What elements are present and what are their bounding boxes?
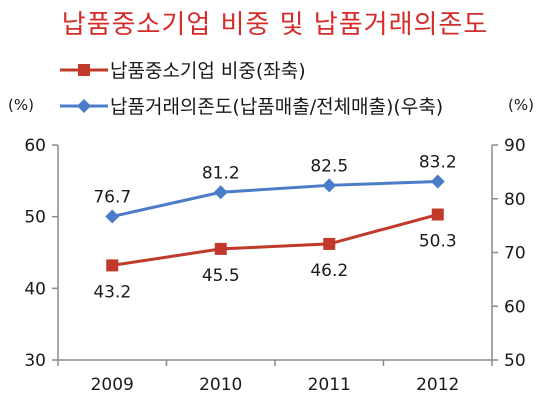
legend-marker-diamond: [77, 99, 91, 113]
legend: 납품중소기업 비중(좌축) 납품거래의존도(납품매출/전체매출)(우축): [60, 60, 443, 118]
left-tick-label: 40: [24, 279, 46, 299]
left-axis-ticks: 60 50 40 30: [24, 136, 58, 371]
data-label: 76.7: [93, 187, 131, 207]
data-point-diamond: [322, 178, 337, 193]
right-axis-ticks: 90 80 70 60 50: [492, 136, 526, 371]
legend-item-share: 납품중소기업 비중(좌축): [60, 60, 306, 82]
series-line-1: [111, 180, 438, 218]
legend-marker-square: [78, 64, 90, 76]
x-tick-label: 2010: [199, 375, 242, 395]
left-axis-unit: (%): [8, 96, 34, 114]
legend-label-share: 납품중소기업 비중(좌축): [110, 60, 306, 82]
x-tick-label: 2009: [91, 375, 134, 395]
data-label: 50.3: [419, 232, 457, 252]
data-label: 81.2: [202, 163, 240, 183]
chart-title: 납품중소기업 비중 및 납품거래의존도: [61, 10, 489, 40]
data-label: 82.5: [310, 156, 348, 176]
data-point-square: [106, 259, 119, 272]
data-point-square: [431, 208, 444, 221]
x-tick-label: 2011: [308, 375, 351, 395]
series-line-0: [112, 213, 439, 267]
data-point-square: [323, 237, 336, 250]
right-tick-label: 50: [504, 351, 526, 371]
left-tick-label: 50: [24, 208, 46, 228]
right-tick-label: 60: [504, 297, 526, 317]
data-point-diamond: [213, 185, 228, 200]
data-point-square: [214, 242, 227, 255]
data-label: 43.2: [93, 282, 131, 302]
data-label: 45.5: [202, 266, 240, 286]
x-tick-label: 2012: [416, 375, 459, 395]
data-label: 83.2: [419, 153, 457, 173]
legend-label-dependence: 납품거래의존도(납품매출/전체매출)(우축): [110, 96, 443, 118]
right-tick-label: 70: [504, 244, 526, 264]
data-label: 46.2: [310, 261, 348, 281]
data-point-diamond: [105, 209, 120, 224]
left-tick-label: 30: [24, 351, 46, 371]
series-layer: 43.2 45.5 46.2 50.3 76.7 81.2 82.5 83.2: [93, 153, 456, 303]
right-axis-unit: (%): [508, 96, 534, 114]
right-tick-label: 90: [504, 136, 526, 156]
x-axis-ticks: 2009 2010 2011 2012: [57, 360, 493, 395]
left-tick-label: 60: [24, 136, 46, 156]
data-point-diamond: [430, 174, 445, 189]
legend-item-dependence: 납품거래의존도(납품매출/전체매출)(우축): [60, 96, 443, 118]
right-tick-label: 80: [504, 190, 526, 210]
